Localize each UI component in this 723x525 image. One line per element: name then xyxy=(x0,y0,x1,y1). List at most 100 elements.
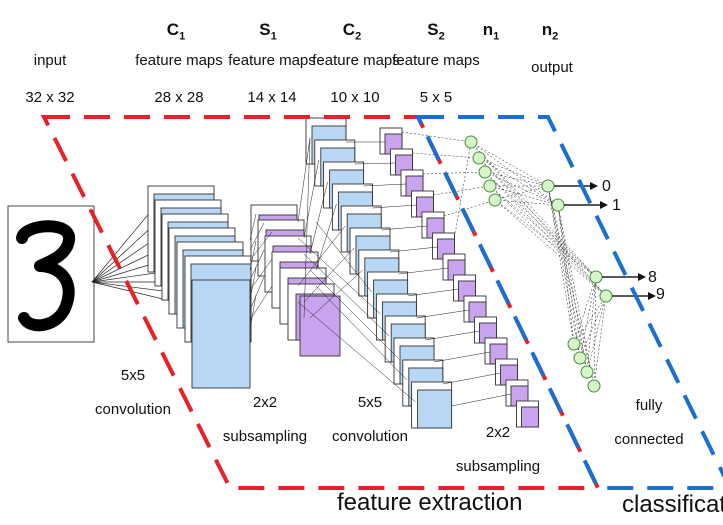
fc-connection xyxy=(484,171,549,187)
input-layer-size: 32 x 32 xyxy=(25,89,75,106)
c1-layer-label: feature maps xyxy=(135,52,223,69)
output-layer-label: output xyxy=(531,59,573,76)
conv2-connection xyxy=(315,221,372,293)
fc-connection xyxy=(586,295,607,373)
fc-connection xyxy=(470,141,597,278)
fc-connection xyxy=(573,295,607,345)
sub2-connection xyxy=(407,288,459,297)
output-neuron xyxy=(599,289,613,303)
conv1-label-2: convolution xyxy=(95,401,171,418)
fc-connection xyxy=(557,204,595,387)
classification-region xyxy=(414,115,723,490)
fc-label-2: connected xyxy=(614,431,684,448)
flatten-connection xyxy=(401,131,472,143)
header-s1: S1 xyxy=(259,20,277,43)
n1-neuron xyxy=(567,337,581,351)
conv2-connection xyxy=(315,285,407,381)
sub2-connection xyxy=(354,162,396,165)
sub1-connection xyxy=(249,240,257,271)
fc-connection xyxy=(494,185,549,201)
conv2-connection xyxy=(297,237,381,315)
conv2-connection xyxy=(309,269,399,359)
classification-title: classification xyxy=(622,491,723,518)
sub1-connection xyxy=(249,222,265,251)
s2-feature-map xyxy=(521,406,539,428)
S1-feature-map-front xyxy=(299,295,341,357)
sub2-connection xyxy=(381,225,428,231)
header-c1: C1 xyxy=(166,20,186,43)
fc-connection xyxy=(489,185,607,297)
header-c2: C2 xyxy=(342,20,362,43)
sub1-connection xyxy=(249,258,273,291)
fc-connection xyxy=(470,141,559,206)
output-arrow-head xyxy=(590,182,598,190)
conv2-connection xyxy=(309,269,363,319)
n1-neuron xyxy=(573,351,587,365)
fc-connection xyxy=(557,204,588,373)
sub2-connection xyxy=(433,351,491,363)
fc-label-1: fully xyxy=(635,397,663,414)
n1-neuron xyxy=(587,379,601,393)
fc-connection xyxy=(557,204,575,345)
sub2-connection xyxy=(425,330,480,341)
n1-neuron xyxy=(488,193,502,207)
fc-connection xyxy=(547,185,588,373)
fc-connection xyxy=(478,157,607,297)
fc-connection xyxy=(478,157,559,206)
sub1-label-1: 2x2 xyxy=(252,394,278,411)
conv2-connection xyxy=(297,137,311,223)
fc-connection xyxy=(470,141,549,187)
c1-feature-map-front xyxy=(191,279,251,389)
s1-layer-label: feature maps xyxy=(228,52,316,69)
fc-connection xyxy=(494,199,607,297)
flatten-connection xyxy=(422,171,486,175)
c1-layer-size: 28 x 28 xyxy=(154,89,204,106)
sub1-connection xyxy=(249,213,257,241)
output-neuron xyxy=(589,270,603,284)
sub2-connection xyxy=(363,183,407,187)
sub2-connection xyxy=(398,267,449,275)
fc-connection xyxy=(547,185,595,387)
sub2-label-2: subsampling xyxy=(455,458,541,475)
flatten-connection xyxy=(433,185,491,196)
sub1-connection xyxy=(249,267,257,301)
sub2-connection xyxy=(451,393,512,407)
fc-connection xyxy=(494,199,597,278)
output-digit-1: 1 xyxy=(612,197,621,214)
fc-connection xyxy=(484,171,559,206)
conv2-label-1: 5x5 xyxy=(357,394,383,411)
conv1-label-1: 5x5 xyxy=(120,367,146,384)
feature-extraction-title: feature extraction xyxy=(337,489,523,516)
output-digit-8: 8 xyxy=(648,269,657,286)
fc-connection xyxy=(593,276,597,387)
fc-connection xyxy=(593,295,607,387)
fc-connection xyxy=(489,185,597,278)
fc-connection xyxy=(484,171,607,297)
output-arrow-head xyxy=(648,292,656,300)
output-arrow-head xyxy=(638,273,646,281)
sub1-connection xyxy=(249,276,265,311)
c2-feature-map xyxy=(417,389,453,429)
sub1-connection xyxy=(249,249,265,281)
conv1-connection xyxy=(91,221,158,283)
fc-connection xyxy=(547,185,575,345)
output-digit-0: 0 xyxy=(602,178,611,195)
n1-neuron xyxy=(464,135,478,149)
fc-connection xyxy=(494,199,559,206)
output-arrow-head xyxy=(600,201,608,209)
conv2-connection xyxy=(303,159,320,239)
c2-layer-size: 10 x 10 xyxy=(330,89,380,106)
conv2-connection xyxy=(309,181,328,255)
input-layer-label: input xyxy=(33,52,67,69)
header-s2: S2 xyxy=(427,20,445,43)
s2-layer-label: feature maps xyxy=(392,52,480,69)
n1-neuron xyxy=(483,179,497,193)
input-digit-glyph xyxy=(16,220,75,332)
output-neuron xyxy=(541,179,555,193)
feature-extraction-region xyxy=(40,115,602,490)
fc-connection xyxy=(478,157,549,187)
n1-neuron xyxy=(580,365,594,379)
flatten-connection xyxy=(443,199,496,217)
n1-neuron xyxy=(472,151,486,165)
